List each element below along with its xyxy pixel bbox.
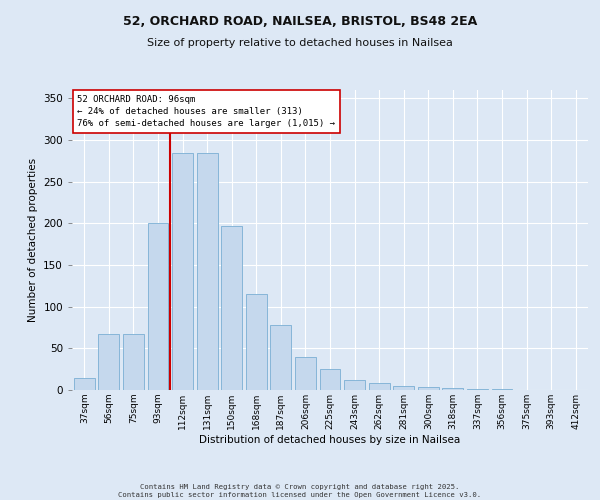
- Bar: [344, 380, 365, 390]
- Bar: [123, 334, 144, 390]
- Bar: [295, 356, 316, 390]
- Bar: [442, 388, 463, 390]
- Text: 52 ORCHARD ROAD: 96sqm
← 24% of detached houses are smaller (313)
76% of semi-de: 52 ORCHARD ROAD: 96sqm ← 24% of detached…: [77, 94, 335, 128]
- X-axis label: Distribution of detached houses by size in Nailsea: Distribution of detached houses by size …: [199, 434, 461, 444]
- Bar: [197, 152, 218, 390]
- Bar: [98, 334, 119, 390]
- Bar: [221, 226, 242, 390]
- Y-axis label: Number of detached properties: Number of detached properties: [28, 158, 38, 322]
- Bar: [246, 294, 267, 390]
- Bar: [271, 325, 292, 390]
- Bar: [368, 384, 389, 390]
- Bar: [418, 386, 439, 390]
- Text: Size of property relative to detached houses in Nailsea: Size of property relative to detached ho…: [147, 38, 453, 48]
- Bar: [467, 389, 488, 390]
- Bar: [148, 224, 169, 390]
- Text: 52, ORCHARD ROAD, NAILSEA, BRISTOL, BS48 2EA: 52, ORCHARD ROAD, NAILSEA, BRISTOL, BS48…: [123, 15, 477, 28]
- Bar: [491, 389, 512, 390]
- Bar: [172, 152, 193, 390]
- Bar: [74, 378, 95, 390]
- Bar: [320, 369, 340, 390]
- Text: Contains HM Land Registry data © Crown copyright and database right 2025.
Contai: Contains HM Land Registry data © Crown c…: [118, 484, 482, 498]
- Bar: [393, 386, 414, 390]
